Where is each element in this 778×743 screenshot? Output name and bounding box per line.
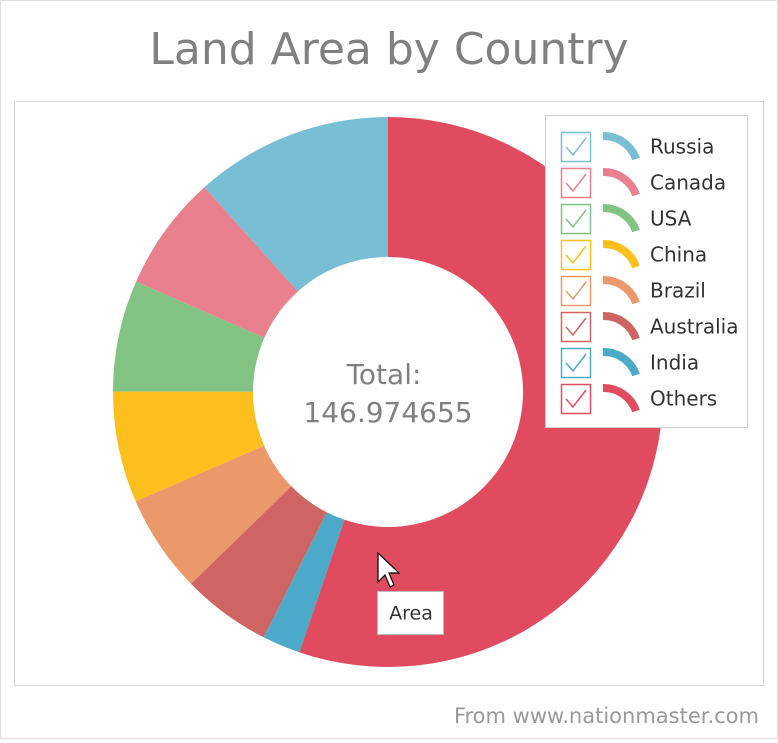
legend-label: Brazil <box>650 279 706 303</box>
legend-icon <box>602 132 640 161</box>
legend-check <box>565 245 587 265</box>
tooltip <box>377 591 444 635</box>
chart-title: Land Area by Country <box>149 24 628 75</box>
legend-label: Russia <box>650 135 714 159</box>
legend-label: China <box>650 243 707 267</box>
slice <box>191 486 327 638</box>
legend-checkbox[interactable] <box>560 239 592 271</box>
legend-checkbox[interactable] <box>560 347 592 379</box>
legend-checkbox[interactable] <box>560 383 592 415</box>
legend <box>545 115 748 428</box>
slice <box>136 187 298 338</box>
legend-icon <box>602 204 640 233</box>
legend-label: Australia <box>650 315 738 339</box>
donut <box>113 117 664 668</box>
center-total: 146.974655 <box>303 396 472 429</box>
legend-checkbox[interactable] <box>560 275 592 307</box>
legend-label: Others <box>650 387 717 411</box>
legend-label: India <box>650 351 699 375</box>
slice <box>113 391 265 502</box>
tooltip-text: Area <box>389 603 433 625</box>
legend-icon <box>602 312 640 341</box>
legend-icon <box>602 384 640 413</box>
slice <box>113 281 265 392</box>
legend-label: Canada <box>650 171 726 195</box>
legend-icon <box>602 168 640 197</box>
legend-label: USA <box>650 207 692 231</box>
slice <box>204 117 388 292</box>
source: From www.nationmaster.com <box>454 704 759 728</box>
legend-icon <box>602 276 640 305</box>
legend-check <box>565 353 587 373</box>
cursor <box>377 551 401 588</box>
legend-check <box>565 281 587 301</box>
legend-icon <box>602 240 640 269</box>
legend-checkbox[interactable] <box>560 311 592 343</box>
legend-check <box>565 317 587 337</box>
legend-icon <box>602 348 640 377</box>
slice <box>263 512 345 653</box>
center-label: Total: <box>346 358 422 391</box>
legend-check <box>565 137 587 157</box>
legend-check <box>565 173 587 193</box>
slice <box>135 445 292 584</box>
legend-checkbox[interactable] <box>560 203 592 235</box>
legend-items: Russia Canada USA China Brazil Australia India… <box>560 131 738 415</box>
legend-checkbox[interactable] <box>560 167 592 199</box>
legend-checkbox[interactable] <box>560 131 592 163</box>
legend-check <box>565 389 587 409</box>
legend-check <box>565 209 587 229</box>
